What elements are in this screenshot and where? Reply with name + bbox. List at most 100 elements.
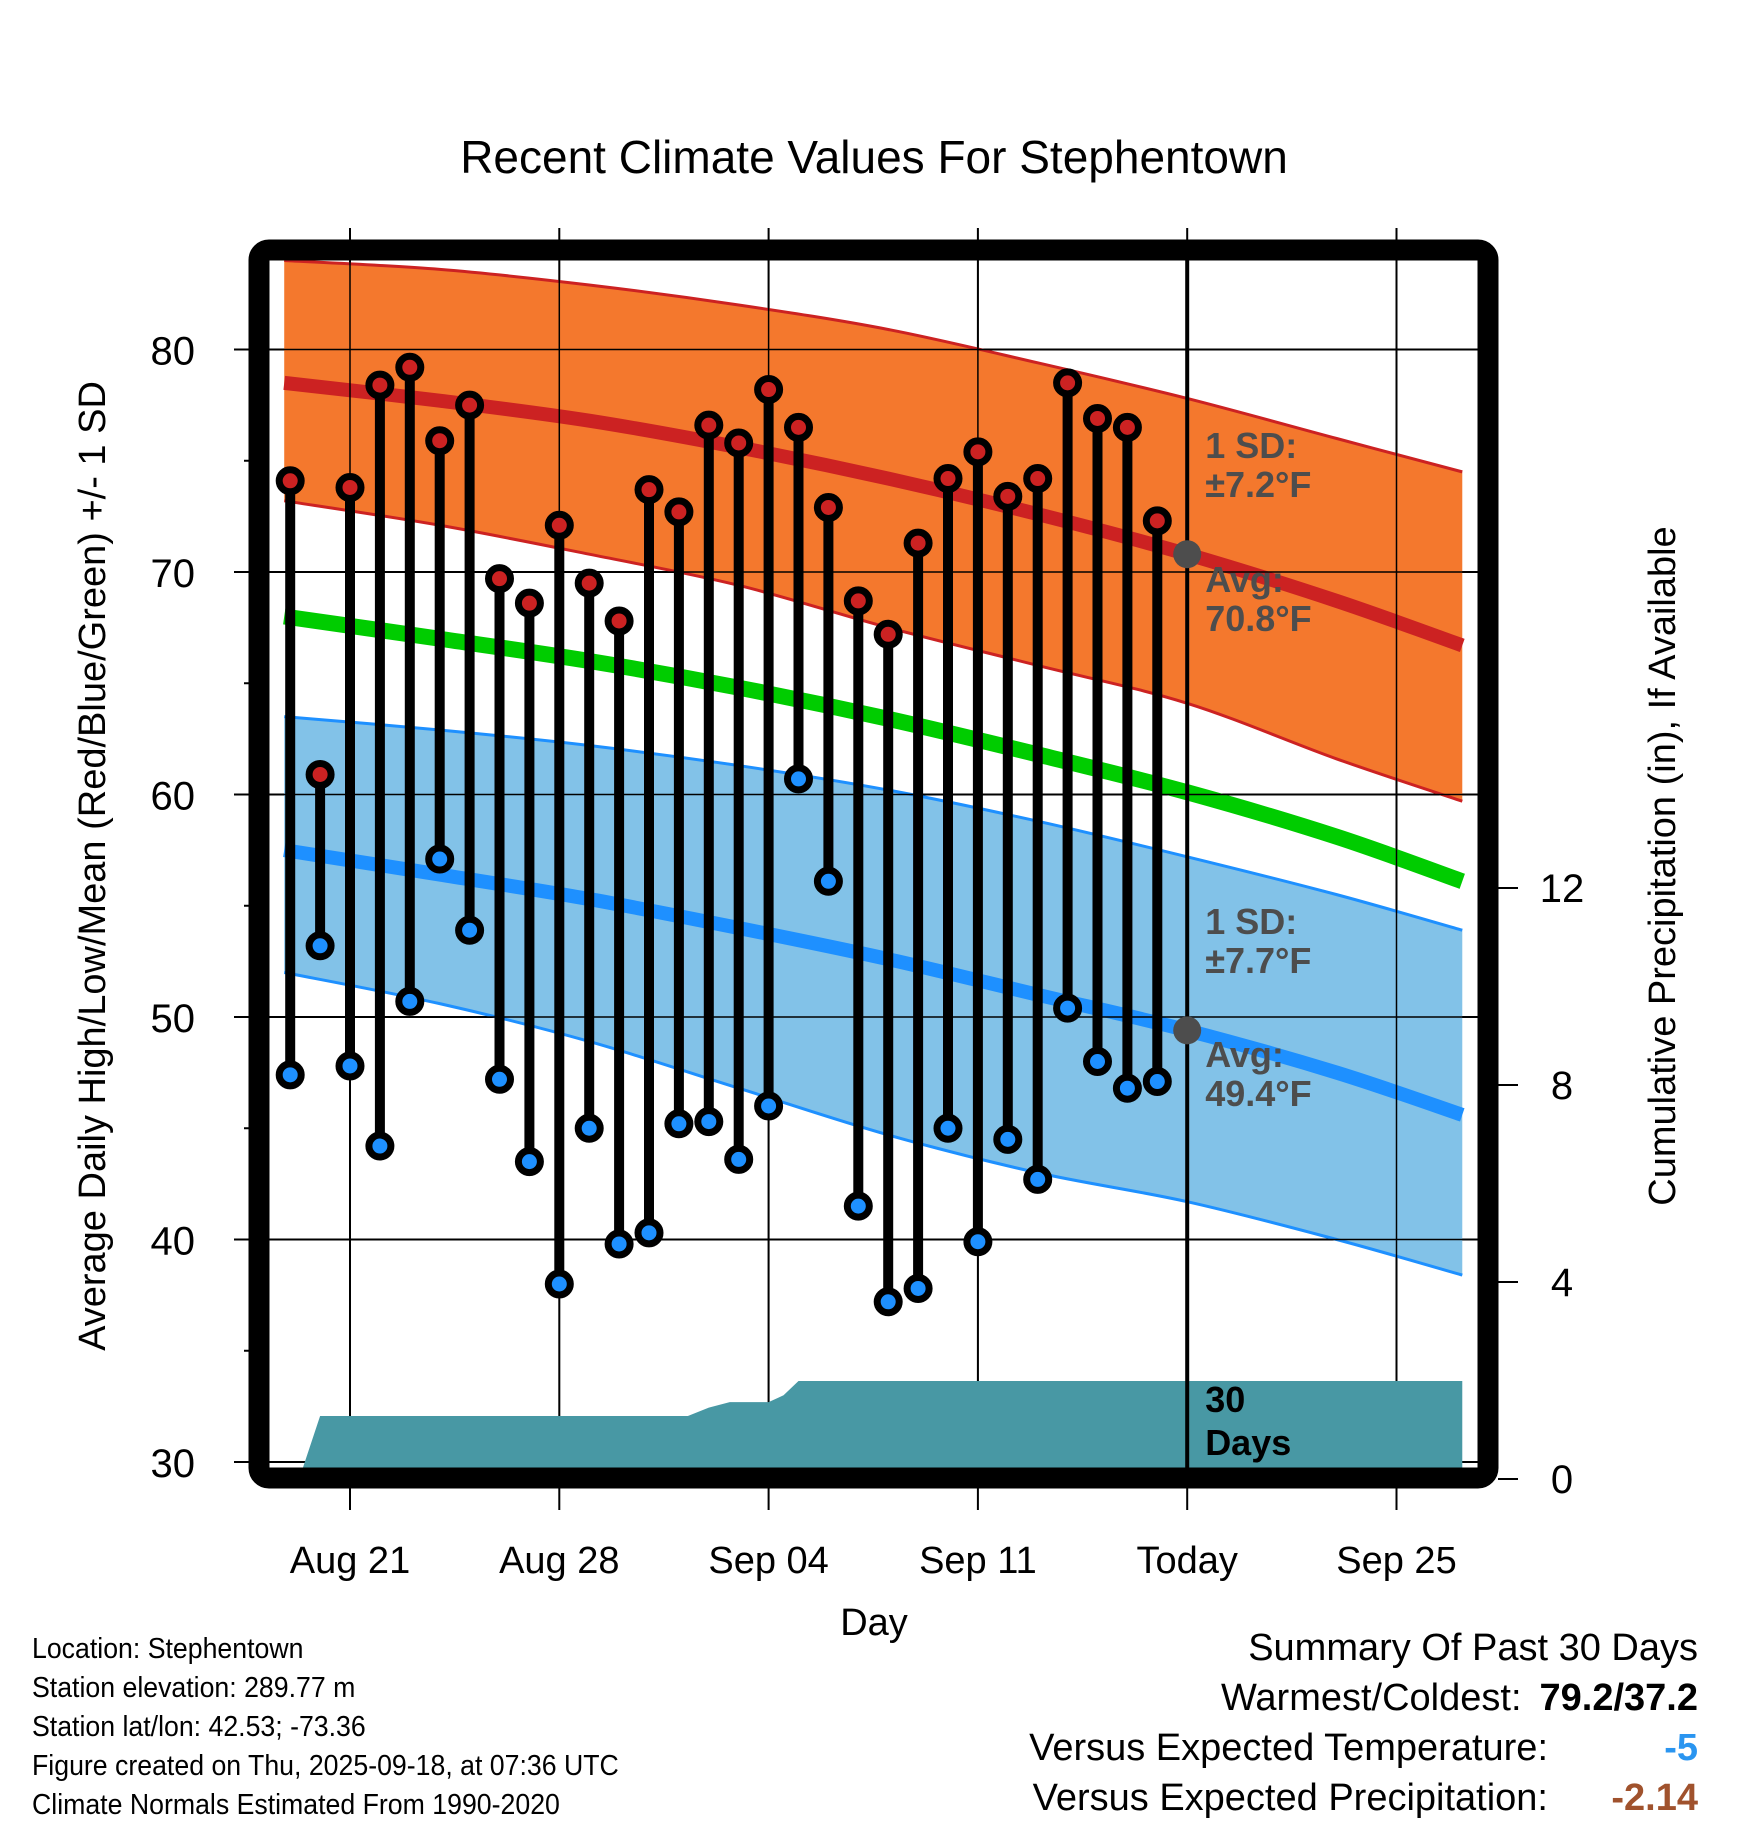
y-axis-label: Average Daily High/Low/Mean (Red/Blue/Gr…: [72, 381, 114, 1351]
high-sd-label: 1 SD:: [1205, 425, 1297, 466]
station-info: Location: Stephentown Station elevation:…: [32, 1630, 619, 1825]
low-marker: [604, 1229, 634, 1259]
low-marker: [1023, 1164, 1053, 1194]
high-marker: [275, 466, 305, 496]
low-sd-value: ±7.7°F: [1205, 940, 1311, 981]
high-marker: [813, 492, 843, 522]
high-avg-line: [283, 375, 1465, 653]
y-tick-label: 80: [151, 330, 196, 374]
low-marker: [395, 986, 425, 1016]
x-tick-label: Sep 25: [1336, 1540, 1456, 1582]
info-elevation: Station elevation: 289.77 m: [32, 1672, 356, 1704]
x-tick-label: Sep 04: [708, 1540, 828, 1582]
high-marker: [664, 497, 694, 527]
y2-tick-label: 12: [1540, 867, 1585, 911]
x-tick-label: Aug 28: [499, 1540, 619, 1582]
y-tick-label: 30: [151, 1442, 196, 1486]
low-marker: [634, 1218, 664, 1248]
warm-cold-value: 79.2/37.2: [1539, 1677, 1698, 1719]
low-marker: [335, 1051, 365, 1081]
y2-axis-label: Cumulative Precipitation (in), If Availa…: [1642, 526, 1684, 1205]
low-marker: [1083, 1047, 1112, 1076]
high-marker: [843, 586, 873, 616]
low-marker: [1053, 993, 1083, 1023]
period-label-number: 30: [1205, 1379, 1245, 1420]
high-marker: [485, 564, 514, 594]
low-avg-value: 49.4°F: [1205, 1073, 1311, 1114]
low-marker: [574, 1113, 604, 1143]
low-sd-band: [284, 716, 1463, 1276]
high-sd-value: ±7.2°F: [1205, 464, 1311, 505]
y-tick-label: 60: [151, 775, 196, 819]
high-marker: [544, 510, 574, 540]
low-marker: [873, 1287, 903, 1317]
high-marker: [724, 428, 754, 458]
low-marker: [1142, 1067, 1172, 1097]
high-avg-value: 70.8°F: [1205, 598, 1311, 639]
high-marker: [1023, 464, 1053, 494]
low-marker: [485, 1064, 514, 1094]
high-marker: [903, 528, 933, 558]
high-marker: [754, 375, 784, 405]
high-marker: [784, 412, 813, 442]
temp-value: -5: [1664, 1727, 1698, 1769]
low-marker: [754, 1091, 784, 1121]
high-marker: [395, 352, 425, 382]
high-marker: [365, 370, 395, 400]
high-upper-line: [284, 259, 1463, 474]
y2-tick-label: 8: [1551, 1064, 1573, 1108]
high-marker: [574, 568, 604, 598]
low-marker: [933, 1113, 963, 1143]
low-marker: [784, 764, 813, 794]
x-axis-label: Day: [840, 1602, 908, 1644]
info-created: Figure created on Thu, 2025-09-18, at 07…: [32, 1750, 619, 1782]
low-marker: [843, 1191, 873, 1221]
plot-frame: [248, 239, 1499, 1489]
high-avg-label: Avg:: [1205, 559, 1284, 600]
y-tick-label: 40: [151, 1220, 196, 1264]
high-marker: [425, 426, 455, 456]
today-high-avg-dot: [1173, 540, 1202, 569]
high-marker: [1142, 506, 1172, 536]
precip-area: [284, 1380, 1463, 1478]
low-marker: [1112, 1073, 1142, 1103]
high-marker: [634, 475, 664, 505]
today-low-avg-dot: [1173, 1016, 1202, 1045]
summary-precip: Versus Expected Precipitation: -2.14: [1029, 1773, 1698, 1823]
high-marker: [873, 619, 903, 649]
x-tick-label: Aug 21: [290, 1540, 410, 1582]
low-marker: [724, 1144, 754, 1174]
low-marker: [813, 866, 843, 896]
period-label-unit: Days: [1205, 1422, 1291, 1463]
high-marker: [993, 481, 1023, 511]
high-marker: [694, 410, 724, 440]
low-marker: [514, 1147, 544, 1177]
low-marker: [544, 1269, 574, 1299]
high-marker: [305, 759, 335, 789]
low-avg-label: Avg:: [1205, 1034, 1284, 1075]
x-tick-label: Today: [1136, 1540, 1237, 1582]
high-marker: [514, 588, 544, 618]
temp-label: Versus Expected Temperature:: [1029, 1727, 1548, 1769]
high-marker: [455, 390, 485, 420]
summary-warm-cold: Warmest/Coldest: 79.2/37.2: [1029, 1673, 1698, 1723]
high-marker: [1053, 368, 1083, 398]
info-location: Location: Stephentown: [32, 1633, 304, 1665]
high-marker: [604, 606, 634, 636]
chart-title: Recent Climate Values For Stephentown: [460, 131, 1288, 183]
low-sd-label: 1 SD:: [1205, 901, 1297, 942]
high-marker: [1083, 403, 1112, 433]
summary-temp: Versus Expected Temperature: -5: [1029, 1723, 1698, 1773]
precip-label: Versus Expected Precipitation:: [1032, 1777, 1548, 1819]
high-sd-band: [284, 260, 1463, 802]
high-marker: [335, 472, 365, 502]
low-marker: [993, 1124, 1023, 1154]
high-marker: [963, 437, 993, 467]
x-tick-label: Sep 11: [919, 1540, 1037, 1582]
low-marker: [365, 1131, 395, 1161]
warm-cold-label: Warmest/Coldest:: [1220, 1677, 1522, 1719]
low-marker: [963, 1227, 993, 1257]
summary-title: Summary Of Past 30 Days: [1248, 1627, 1698, 1669]
low-marker: [903, 1273, 933, 1303]
